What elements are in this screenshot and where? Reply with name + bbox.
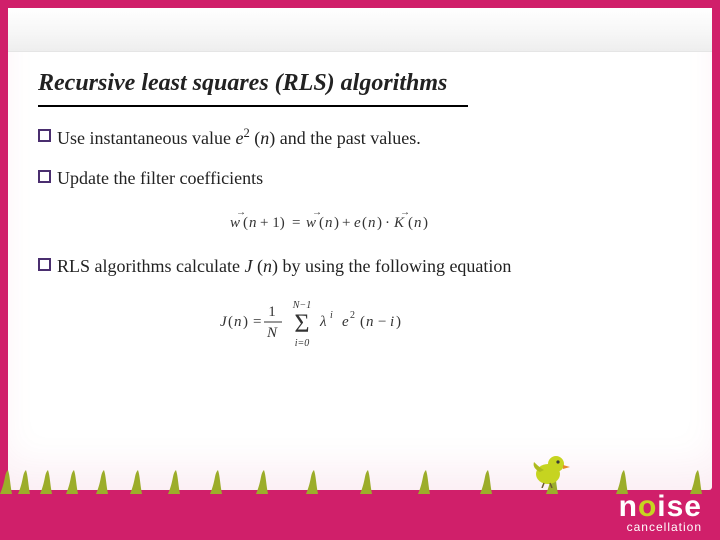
bullet-square-icon: [38, 129, 51, 142]
svg-text:n: n: [249, 215, 257, 231]
svg-text:i: i: [330, 310, 333, 321]
svg-text:): ): [396, 314, 401, 330]
logo-ise: ise: [657, 490, 702, 523]
equation-2: J ( n ) = 1 N N−1 Σ i=0 λ i e: [38, 294, 682, 355]
bird-icon: [530, 448, 570, 488]
svg-text:(: (: [360, 314, 365, 330]
bullet-3-paren: (: [252, 256, 263, 276]
svg-text:1: 1: [268, 304, 276, 320]
svg-text:(: (: [228, 314, 233, 330]
slide-title: Recursive least squares (RLS) algorithms: [8, 52, 712, 103]
bullet-square-icon: [38, 258, 51, 271]
svg-text:n: n: [234, 314, 242, 330]
svg-text:n: n: [325, 215, 333, 231]
bullet-1-pre: Use instantaneous value: [57, 128, 235, 148]
svg-text:i: i: [390, 314, 394, 330]
svg-text:e: e: [342, 314, 349, 330]
bullet-3-post: ) by using the following equation: [272, 256, 511, 276]
bullet-1-text: Use instantaneous value e2 (n) and the p…: [57, 125, 421, 150]
svg-text:(: (: [362, 215, 367, 231]
grass-decoration: [0, 470, 720, 494]
svg-text:K: K: [393, 215, 405, 231]
svg-text:·: ·: [385, 215, 390, 231]
svg-text:Σ: Σ: [294, 309, 309, 338]
bullet-1-n: n: [260, 128, 269, 148]
svg-text:n: n: [366, 314, 374, 330]
bullet-3-pre: RLS algorithms calculate: [57, 256, 244, 276]
svg-text:λ: λ: [319, 314, 327, 330]
logo-sub: cancellation: [619, 520, 702, 534]
svg-text:n: n: [368, 215, 376, 231]
content-area: Use instantaneous value e2 (n) and the p…: [8, 107, 712, 355]
svg-text:): ): [334, 215, 339, 231]
equation-2-svg: J ( n ) = 1 N N−1 Σ i=0 λ i e: [220, 294, 500, 350]
svg-text:): ): [243, 314, 248, 330]
svg-text:2: 2: [350, 310, 355, 321]
logo-n: n: [619, 490, 638, 523]
bullet-3-n: n: [263, 256, 272, 276]
svg-text:w: w: [306, 215, 316, 231]
svg-text:+ 1): + 1): [260, 215, 285, 231]
equation-1: → w ( n + 1) = → w ( n ) + e ( n ) ·: [38, 207, 682, 240]
bullet-1: Use instantaneous value e2 (n) and the p…: [38, 125, 682, 150]
bullet-1-post: ) and the past values.: [269, 128, 420, 148]
logo-o: o: [638, 490, 657, 523]
svg-text:w: w: [230, 215, 240, 231]
slide-card: Recursive least squares (RLS) algorithms…: [8, 8, 712, 490]
svg-text:e: e: [354, 215, 361, 231]
svg-text:): ): [377, 215, 382, 231]
svg-text:+: +: [342, 215, 350, 231]
top-gradient-bar: [8, 8, 712, 52]
bullet-2-text: Update the filter coefficients: [57, 166, 263, 190]
svg-text:i=0: i=0: [295, 338, 310, 349]
svg-text:−: −: [378, 314, 386, 330]
svg-text:=: =: [253, 314, 261, 330]
svg-text:): ): [423, 215, 428, 231]
svg-text:(: (: [408, 215, 413, 231]
bullet-2: Update the filter coefficients: [38, 166, 682, 190]
svg-text:=: =: [292, 215, 300, 231]
bullet-3: RLS algorithms calculate J (n) by using …: [38, 254, 682, 278]
bullet-square-icon: [38, 170, 51, 183]
svg-text:(: (: [319, 215, 324, 231]
bullet-1-paren: (: [250, 128, 261, 148]
equation-1-svg: → w ( n + 1) = → w ( n ) + e ( n ) ·: [230, 207, 490, 235]
svg-text:n: n: [414, 215, 422, 231]
svg-text:(: (: [243, 215, 248, 231]
svg-text:J: J: [220, 314, 228, 330]
bullet-3-text: RLS algorithms calculate J (n) by using …: [57, 254, 511, 278]
svg-text:N: N: [266, 325, 278, 341]
noise-cancellation-logo: noise cancellation: [619, 492, 702, 534]
logo-main: noise: [619, 492, 702, 522]
